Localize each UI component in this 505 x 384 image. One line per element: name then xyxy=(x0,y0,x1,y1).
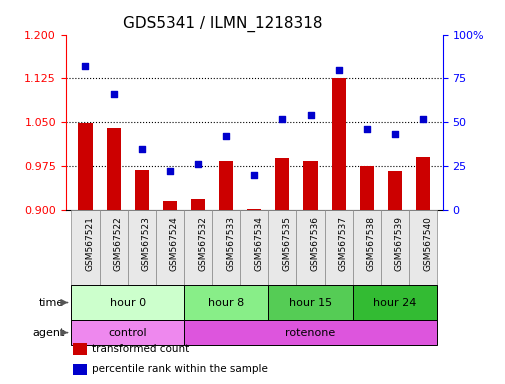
FancyBboxPatch shape xyxy=(156,210,184,285)
Text: GSM567532: GSM567532 xyxy=(197,216,207,271)
Bar xyxy=(247,209,261,210)
Bar xyxy=(107,128,120,210)
Point xyxy=(418,116,426,122)
Text: rotenone: rotenone xyxy=(285,328,335,338)
Point xyxy=(250,172,258,178)
Bar xyxy=(163,201,177,210)
Point xyxy=(166,168,174,174)
Text: GSM567521: GSM567521 xyxy=(85,216,94,271)
Text: agent: agent xyxy=(32,328,64,338)
Bar xyxy=(303,161,317,210)
Text: GSM567533: GSM567533 xyxy=(226,216,235,271)
FancyBboxPatch shape xyxy=(212,210,240,285)
Point xyxy=(222,133,230,139)
Text: GSM567540: GSM567540 xyxy=(422,216,431,271)
Point xyxy=(306,112,314,118)
Bar xyxy=(219,161,233,210)
FancyBboxPatch shape xyxy=(380,210,408,285)
Text: hour 24: hour 24 xyxy=(373,298,416,308)
Text: GSM567534: GSM567534 xyxy=(254,216,263,271)
FancyBboxPatch shape xyxy=(352,285,436,320)
FancyBboxPatch shape xyxy=(184,285,268,320)
Bar xyxy=(73,343,86,354)
FancyBboxPatch shape xyxy=(184,210,212,285)
Text: transformed count: transformed count xyxy=(92,344,189,354)
Bar xyxy=(275,159,289,210)
FancyBboxPatch shape xyxy=(268,210,296,285)
Text: hour 8: hour 8 xyxy=(208,298,244,308)
Text: time: time xyxy=(39,298,64,308)
Text: GSM567536: GSM567536 xyxy=(310,216,319,271)
Bar xyxy=(78,123,92,210)
Point xyxy=(390,131,398,137)
Text: GSM567538: GSM567538 xyxy=(366,216,375,271)
Point xyxy=(110,91,118,97)
Text: hour 0: hour 0 xyxy=(110,298,145,308)
Point xyxy=(362,126,370,132)
Bar xyxy=(359,166,373,210)
Text: control: control xyxy=(108,328,146,338)
FancyBboxPatch shape xyxy=(99,210,127,285)
Text: GSM567523: GSM567523 xyxy=(141,216,150,271)
Bar xyxy=(134,170,148,210)
Text: GSM567537: GSM567537 xyxy=(338,216,347,271)
Text: GSM567524: GSM567524 xyxy=(170,216,178,271)
Text: GSM567539: GSM567539 xyxy=(394,216,403,271)
Bar xyxy=(190,199,205,210)
FancyBboxPatch shape xyxy=(296,210,324,285)
Point xyxy=(193,161,201,167)
Point xyxy=(334,66,342,73)
Point xyxy=(137,146,145,152)
FancyBboxPatch shape xyxy=(268,285,352,320)
FancyBboxPatch shape xyxy=(71,320,184,345)
FancyBboxPatch shape xyxy=(324,210,352,285)
FancyBboxPatch shape xyxy=(71,285,184,320)
FancyBboxPatch shape xyxy=(408,210,436,285)
FancyBboxPatch shape xyxy=(240,210,268,285)
FancyBboxPatch shape xyxy=(184,320,436,345)
FancyBboxPatch shape xyxy=(352,210,380,285)
Bar xyxy=(387,171,401,210)
Text: percentile rank within the sample: percentile rank within the sample xyxy=(92,364,268,374)
Text: GSM567522: GSM567522 xyxy=(114,216,122,271)
Bar xyxy=(415,157,429,210)
FancyBboxPatch shape xyxy=(71,210,99,285)
Bar xyxy=(73,364,86,375)
Text: GDS5341 / ILMN_1218318: GDS5341 / ILMN_1218318 xyxy=(123,15,322,31)
Text: GSM567535: GSM567535 xyxy=(282,216,291,271)
FancyBboxPatch shape xyxy=(127,210,156,285)
Point xyxy=(278,116,286,122)
Point xyxy=(81,63,89,69)
Bar xyxy=(331,78,345,210)
Text: hour 15: hour 15 xyxy=(288,298,331,308)
